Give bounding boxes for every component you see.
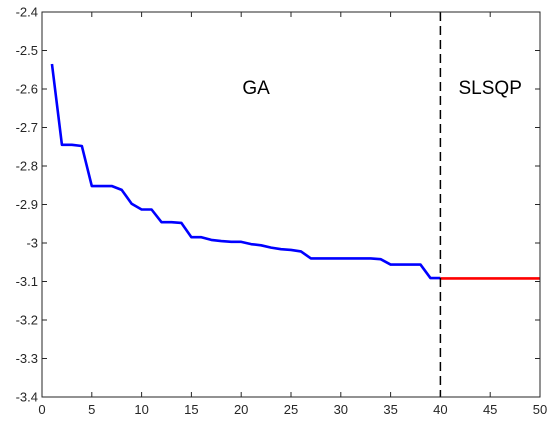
x-tick-label: 15 — [184, 402, 198, 417]
y-tick-label: -2.8 — [16, 159, 38, 174]
y-tick-label: -2.5 — [16, 43, 38, 58]
y-tick-label: -3.4 — [16, 390, 38, 405]
plot-background — [42, 12, 540, 397]
x-tick-label: 30 — [334, 402, 348, 417]
y-tick-label: -2.9 — [16, 197, 38, 212]
x-tick-label: 5 — [88, 402, 95, 417]
annotation-label: GA — [242, 78, 270, 99]
y-tick-label: -2.7 — [16, 120, 38, 135]
y-tick-label: -3 — [26, 236, 38, 251]
x-tick-label: 10 — [134, 402, 148, 417]
y-tick-label: -3.3 — [16, 351, 38, 366]
x-tick-label: 50 — [533, 402, 547, 417]
y-tick-label: -3.2 — [16, 313, 38, 328]
y-tick-label: -3.1 — [16, 274, 38, 289]
y-tick-label: -2.4 — [16, 5, 38, 20]
x-tick-label: 40 — [433, 402, 447, 417]
y-tick-label: -2.6 — [16, 82, 38, 97]
x-tick-label: 45 — [483, 402, 497, 417]
series-line-1 — [50, 63, 441, 280]
x-tick-label: 0 — [38, 402, 45, 417]
x-tick-label: 25 — [284, 402, 298, 417]
annotation-label: SLSQP — [459, 78, 522, 99]
plot-frame — [41, 11, 541, 398]
x-tick-label: 35 — [383, 402, 397, 417]
x-tick-label: 20 — [234, 402, 248, 417]
